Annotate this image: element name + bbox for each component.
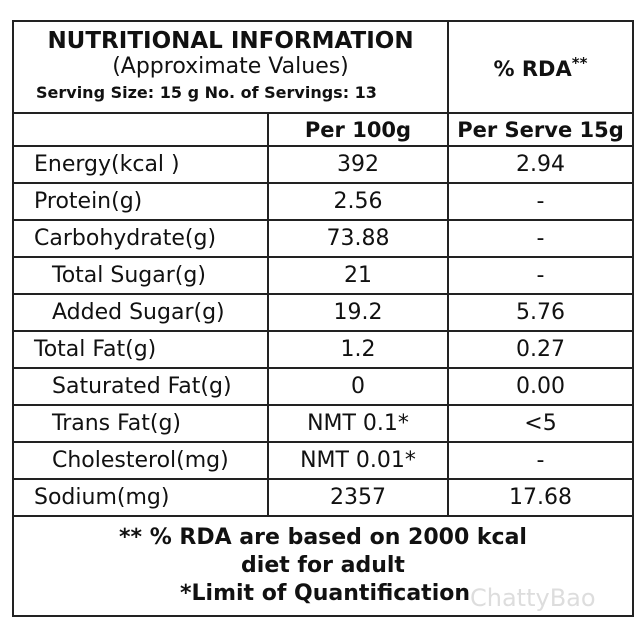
- nutrient-row: Sodium(mg) 2357 17.68: [12, 478, 634, 517]
- nutrient-value: 0.00: [447, 367, 634, 406]
- nutrient-value: -: [447, 182, 634, 221]
- nutrient-value: 392: [267, 145, 449, 184]
- empty-cell: [12, 112, 269, 147]
- nutrient-value: 2.56: [267, 182, 449, 221]
- nutrient-value: 19.2: [267, 293, 449, 332]
- rda-title: % RDA: [493, 56, 572, 81]
- footer-cell: ** % RDA are based on 2000 kcal diet for…: [12, 515, 634, 617]
- subtitle: (Approximate Values): [112, 54, 349, 79]
- nutrient-row: Total Fat(g) 1.2 0.27: [12, 330, 634, 369]
- nutrient-value: 21: [267, 256, 449, 295]
- footer-line: ** % RDA are based on 2000 kcal: [119, 525, 527, 550]
- nutrient-value: 73.88: [267, 219, 449, 258]
- nutrient-value: 17.68: [447, 478, 634, 517]
- nutrient-name: Carbohydrate(g): [12, 219, 269, 258]
- nutrient-name: Added Sugar(g): [12, 293, 269, 332]
- nutrient-row: Total Sugar(g) 21-: [12, 256, 634, 295]
- rda-mark: **: [571, 53, 588, 72]
- nutrient-value: 5.76: [447, 293, 634, 332]
- nutrient-value: 0: [267, 367, 449, 406]
- nutrient-value: -: [447, 441, 634, 480]
- rda-header: % RDA**: [447, 20, 634, 114]
- watermark: ChattyBao: [470, 584, 596, 612]
- nutrient-name: Sodium(mg): [12, 478, 269, 517]
- nutrient-value: -: [447, 219, 634, 258]
- nutrient-row: Saturated Fat(g) 0 0.00: [12, 367, 634, 406]
- nutrient-name: Energy(kcal ): [12, 145, 269, 184]
- footer-line: diet for adult: [241, 553, 405, 578]
- nutrient-row: Energy(kcal ) 392 2.94: [12, 145, 634, 184]
- nutrient-name: Cholesterol(mg): [12, 441, 269, 480]
- nutrient-value: NMT 0.1*: [267, 404, 449, 443]
- serving-info: Serving Size: 15 g No. of Servings: 13: [36, 83, 377, 102]
- nutrient-name: Trans Fat(g): [12, 404, 269, 443]
- nutrient-row: Cholesterol(mg) NMT 0.01* -: [12, 441, 634, 480]
- nutrition-table: NUTRITIONAL INFORMATION (Approximate Val…: [12, 20, 634, 617]
- nutrient-value: 0.27: [447, 330, 634, 369]
- nutrient-value: NMT 0.01*: [267, 441, 449, 480]
- nutrient-value: -: [447, 256, 634, 295]
- title: NUTRITIONAL INFORMATION: [47, 28, 414, 54]
- header-cell: NUTRITIONAL INFORMATION (Approximate Val…: [12, 20, 449, 114]
- nutrient-name: Saturated Fat(g): [12, 367, 269, 406]
- nutrient-row: Protein(g) 2.56-: [12, 182, 634, 221]
- nutrient-value: 2357: [267, 478, 449, 517]
- footer-line: *Limit of Quantification: [180, 581, 471, 606]
- nutrient-name: Protein(g): [12, 182, 269, 221]
- nutrient-value: <5: [447, 404, 634, 443]
- nutrient-value: 2.94: [447, 145, 634, 184]
- nutrient-name: Total Sugar(g): [12, 256, 269, 295]
- nutrient-name: Total Fat(g): [12, 330, 269, 369]
- nutrient-row: Trans Fat(g) NMT 0.1* <5: [12, 404, 634, 443]
- nutrient-value: 1.2: [267, 330, 449, 369]
- nutrient-row: Carbohydrate(g) 73.88-: [12, 219, 634, 258]
- column-header: Per 100g: [267, 112, 449, 147]
- column-header: Per Serve 15g: [447, 112, 634, 147]
- nutrient-row: Added Sugar(g) 19.2 5.76: [12, 293, 634, 332]
